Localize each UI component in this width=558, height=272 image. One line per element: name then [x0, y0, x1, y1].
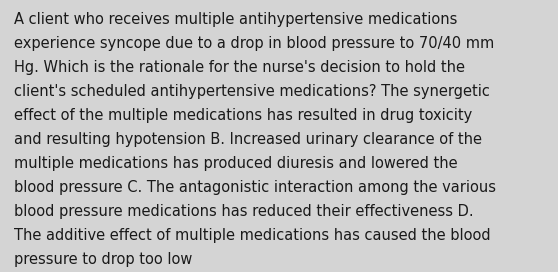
- Text: multiple medications has produced diuresis and lowered the: multiple medications has produced diures…: [14, 156, 458, 171]
- Text: pressure to drop too low: pressure to drop too low: [14, 252, 193, 267]
- Text: effect of the multiple medications has resulted in drug toxicity: effect of the multiple medications has r…: [14, 108, 472, 123]
- Text: client's scheduled antihypertensive medications? The synergetic: client's scheduled antihypertensive medi…: [14, 84, 490, 99]
- Text: blood pressure medications has reduced their effectiveness D.: blood pressure medications has reduced t…: [14, 204, 474, 219]
- Text: The additive effect of multiple medications has caused the blood: The additive effect of multiple medicati…: [14, 228, 490, 243]
- Text: blood pressure C. The antagonistic interaction among the various: blood pressure C. The antagonistic inter…: [14, 180, 496, 195]
- Text: and resulting hypotension B. Increased urinary clearance of the: and resulting hypotension B. Increased u…: [14, 132, 482, 147]
- Text: A client who receives multiple antihypertensive medications: A client who receives multiple antihyper…: [14, 12, 458, 27]
- Text: Hg. Which is the rationale for the nurse's decision to hold the: Hg. Which is the rationale for the nurse…: [14, 60, 465, 75]
- Text: experience syncope due to a drop in blood pressure to 70/40 mm: experience syncope due to a drop in bloo…: [14, 36, 494, 51]
